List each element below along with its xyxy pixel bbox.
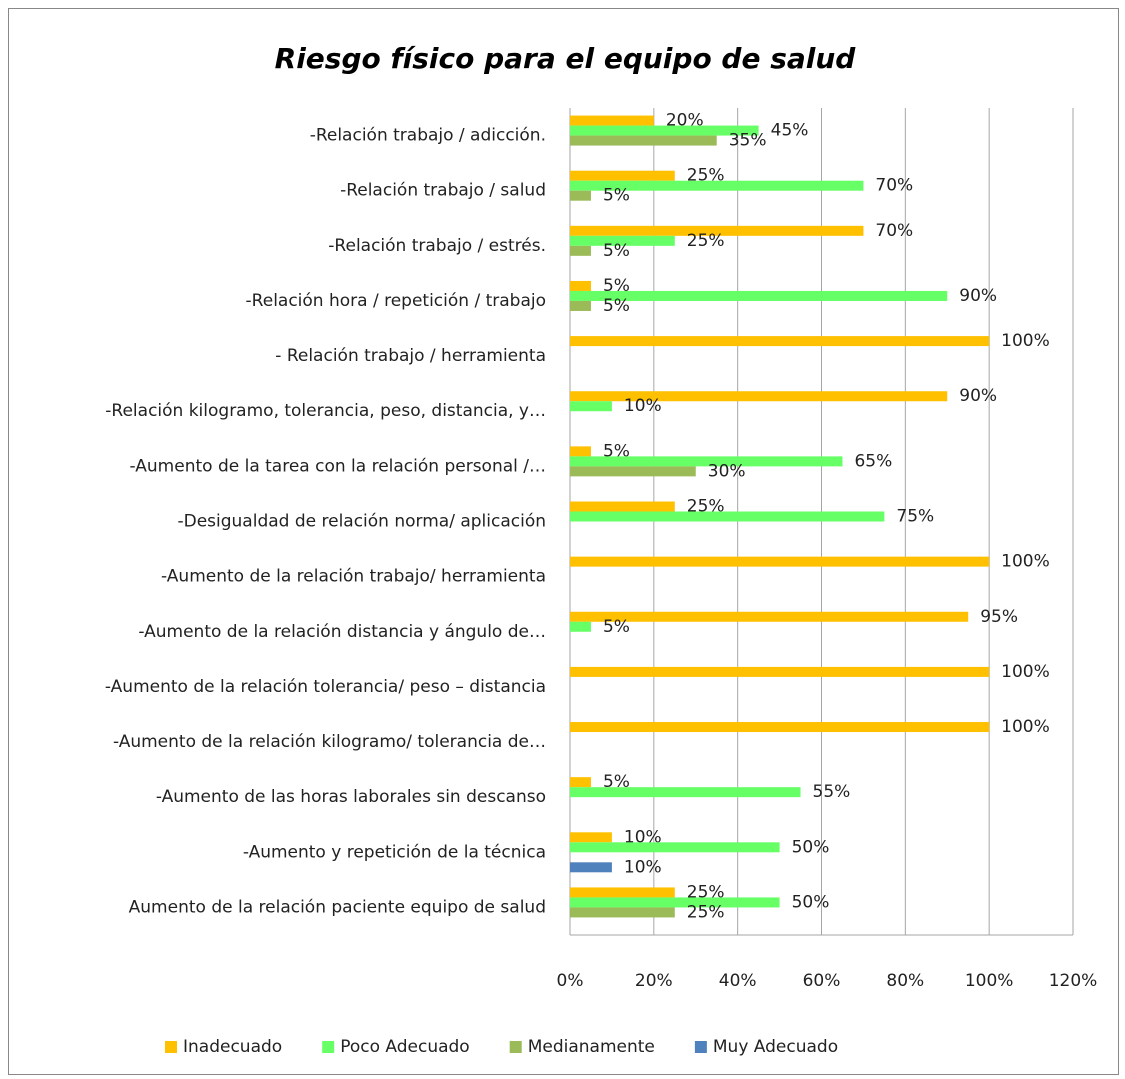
- bar: [570, 862, 612, 873]
- bar: [570, 722, 990, 733]
- y-tick-label: -Relación hora / repetición / trabajo: [246, 291, 546, 311]
- data-label: 95%: [980, 607, 1018, 627]
- bar: [570, 245, 591, 256]
- legend-swatch: [165, 1041, 177, 1053]
- y-tick-label: -Aumento de la relación kilogramo/ toler…: [113, 732, 546, 752]
- data-label: 10%: [624, 857, 662, 877]
- data-label: 100%: [1001, 717, 1050, 737]
- legend-swatch: [322, 1041, 335, 1053]
- bar: [570, 621, 591, 632]
- legend-label: Inadecuado: [183, 1037, 282, 1057]
- data-label: 10%: [624, 396, 662, 416]
- bar: [570, 787, 801, 798]
- bar: [570, 842, 780, 853]
- data-label: 35%: [729, 131, 767, 151]
- bar: [570, 666, 990, 677]
- bar: [570, 401, 612, 412]
- y-tick-label: -Aumento de las horas laborales sin desc…: [156, 787, 546, 807]
- data-label: 65%: [854, 451, 892, 471]
- data-label: 5%: [603, 186, 630, 206]
- y-tick-label: -Relación kilogramo, tolerancia, peso, d…: [105, 401, 546, 421]
- data-label: 70%: [875, 221, 913, 241]
- data-label: 90%: [959, 286, 997, 306]
- x-tick-label: 100%: [965, 971, 1014, 991]
- chart-title: Riesgo físico para el equipo de salud: [275, 42, 857, 75]
- bar: [570, 887, 675, 898]
- x-tick-label: 0%: [557, 971, 584, 991]
- bar: [570, 466, 696, 477]
- legend-swatch: [694, 1041, 707, 1053]
- bar: [570, 225, 864, 236]
- y-tick-label: -Desigualdad de relación norma/ aplicaci…: [177, 512, 546, 532]
- x-tick-label: 40%: [719, 971, 757, 991]
- bar: [570, 280, 591, 291]
- y-tick-label: -Relación trabajo / adicción.: [310, 126, 546, 146]
- bar: [570, 300, 591, 311]
- y-tick-label: - Relación trabajo / herramienta: [275, 346, 546, 366]
- data-label: 100%: [1001, 552, 1050, 572]
- bar: [570, 336, 990, 347]
- bar: [570, 832, 612, 843]
- bar: [570, 170, 675, 181]
- bar: [570, 446, 591, 457]
- bar: [570, 501, 675, 512]
- y-tick-label: -Aumento de la tarea con la relación per…: [130, 456, 546, 476]
- y-tick-label: -Aumento de la relación tolerancia/ peso…: [105, 677, 546, 697]
- data-label: 55%: [813, 782, 851, 802]
- bar: [570, 907, 675, 918]
- y-tick-label: -Aumento de la relación trabajo/ herrami…: [161, 567, 546, 587]
- data-label: 45%: [771, 121, 809, 141]
- y-tick-label: Aumento de la relación paciente equipo d…: [129, 897, 546, 917]
- legend-swatch: [509, 1041, 522, 1053]
- chart-border: [8, 8, 1119, 1075]
- y-tick-label: -Relación trabajo / salud: [340, 181, 546, 201]
- data-label: 25%: [687, 231, 725, 251]
- legend-label: Poco Adecuado: [340, 1037, 470, 1057]
- y-tick-label: -Aumento y repetición de la técnica: [243, 842, 546, 862]
- data-label: 90%: [959, 386, 997, 406]
- x-tick-label: 20%: [635, 971, 673, 991]
- bar: [570, 456, 843, 467]
- data-label: 50%: [792, 837, 830, 857]
- y-tick-label: -Aumento de la relación distancia y ángu…: [138, 622, 546, 642]
- bar: [570, 190, 591, 201]
- bar: [570, 611, 969, 622]
- bar: [570, 235, 675, 246]
- data-label: 5%: [603, 241, 630, 261]
- legend-label: Muy Adecuado: [713, 1037, 838, 1057]
- data-label: 100%: [1001, 662, 1050, 682]
- bar: [570, 897, 780, 908]
- x-tick-label: 60%: [803, 971, 841, 991]
- x-tick-label: 120%: [1049, 971, 1098, 991]
- bar: [570, 391, 948, 402]
- bar: [570, 556, 990, 567]
- bar: [570, 135, 717, 146]
- data-label: 25%: [687, 902, 725, 922]
- bar: [570, 290, 948, 301]
- data-label: 70%: [875, 176, 913, 196]
- bar: [570, 180, 864, 191]
- data-label: 5%: [603, 617, 630, 637]
- y-tick-label: -Relación trabajo / estrés.: [328, 236, 546, 256]
- data-label: 5%: [603, 296, 630, 316]
- bar: [570, 511, 885, 522]
- legend-label: Medianamente: [528, 1037, 655, 1057]
- bar: [570, 125, 759, 136]
- data-label: 75%: [896, 507, 934, 527]
- data-label: 30%: [708, 461, 746, 481]
- data-label: 100%: [1001, 331, 1050, 351]
- bar: [570, 115, 654, 126]
- data-label: 50%: [792, 892, 830, 912]
- bar: [570, 777, 591, 788]
- x-tick-label: 80%: [886, 971, 924, 991]
